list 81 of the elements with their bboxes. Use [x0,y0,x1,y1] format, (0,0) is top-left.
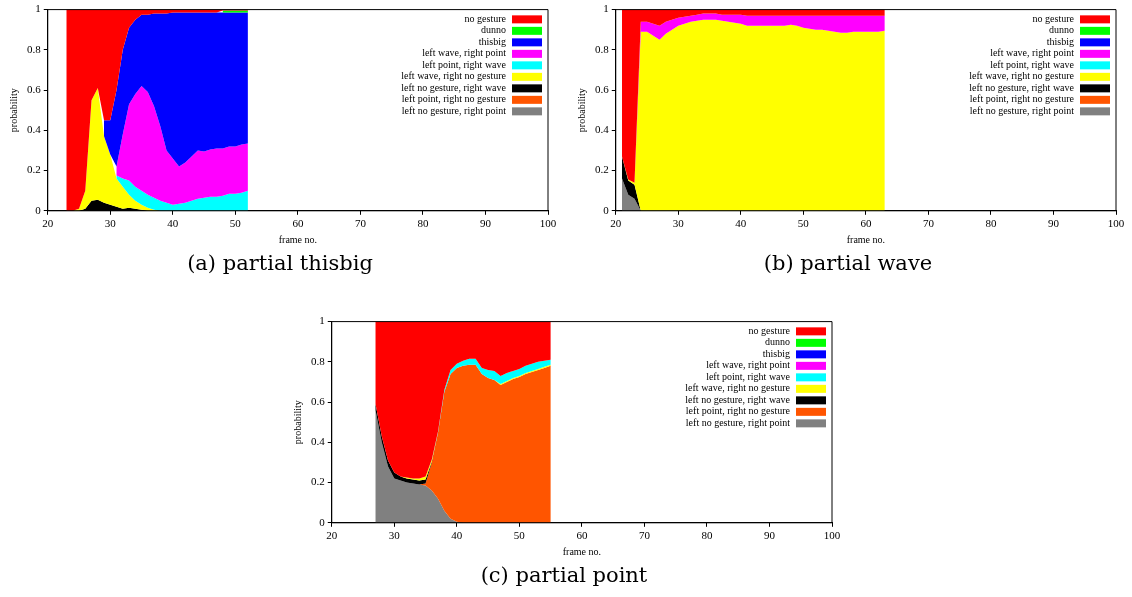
legend-label: left no gesture, right point [401,104,507,116]
legend-label: left wave, right point [422,47,507,59]
x-axis-title: frame no. [846,233,886,245]
x-axis-title: frame no. [278,233,318,245]
legend-label: left wave, right point [706,359,791,371]
legend-label: no gesture [1032,12,1075,24]
y-tick-label: 0.2 [27,163,41,176]
y-tick-label: 0.8 [27,42,42,55]
legend-label: left no gesture, right wave [685,393,791,405]
y-tick-label: 0.6 [27,82,42,95]
x-tick-label: 20 [326,529,338,542]
legend-label: dunno [481,24,506,36]
legend-label: left wave, right no gesture [969,70,1075,82]
y-axis-title: probability [7,88,19,133]
text: (c) partial point [479,562,649,588]
x-tick-label: 80 [417,217,429,230]
x-tick-label: 80 [701,529,713,542]
legend-label: left wave, right point [990,47,1075,59]
x-tick-label: 20 [42,217,54,230]
y-axis-title: probability [291,400,303,445]
y-tick-label: 1 [603,2,609,15]
x-tick-label: 70 [354,217,367,230]
legend-label: left point, right wave [422,58,507,70]
legend-label: thisbig [762,347,790,359]
x-tick-label: 50 [229,217,242,230]
legend-label: left no gesture, right wave [401,81,507,93]
x-tick-label: 40 [167,217,179,230]
x-tick-label: 90 [763,529,776,542]
y-tick-label: 0.6 [595,82,610,95]
x-tick-label: 20 [610,217,622,230]
x-tick-label: 40 [451,529,463,542]
x-tick-label: 30 [672,217,685,230]
x-tick-label: 100 [539,217,557,230]
legend-label: thisbig [478,35,506,47]
legend-label: no gesture [464,12,507,24]
y-tick-label: 1 [35,2,41,15]
legend-label: left point, right no gesture [401,93,507,105]
legend-label: left point, right no gesture [969,93,1075,105]
legend-label: left point, right wave [990,58,1075,70]
text: (b) partial wave [762,250,934,276]
x-tick-label: 30 [104,217,117,230]
y-tick-label: 0.4 [27,123,42,136]
legend-label: left no gesture, right wave [969,81,1075,93]
y-tick-label: 0.8 [311,354,326,367]
y-axis-title: probability [575,88,587,133]
y-tick-label: 0.6 [311,394,326,407]
x-tick-label: 40 [735,217,747,230]
y-tick-label: 0.8 [595,42,610,55]
y-tick-label: 1 [319,314,325,327]
legend-label: no gesture [748,324,791,336]
x-tick-label: 80 [985,217,997,230]
x-axis-title: frame no. [562,545,602,557]
legend-label: thisbig [1046,35,1074,47]
y-tick-label: 0.4 [595,123,610,136]
x-tick-label: 100 [1107,217,1125,230]
x-tick-label: 90 [479,217,492,230]
legend-label: dunno [765,336,790,348]
y-tick-label: 0 [35,203,42,216]
legend-label: left point, right no gesture [685,405,791,417]
x-tick-label: 70 [922,217,935,230]
legend-label: left wave, right no gesture [401,70,507,82]
x-tick-label: 60 [860,217,872,230]
y-tick-label: 0 [603,203,610,216]
legend-label: left wave, right no gesture [685,382,791,394]
x-tick-label: 50 [797,217,810,230]
x-tick-label: 60 [292,217,304,230]
legend-label: left no gesture, right point [685,416,791,428]
x-tick-label: 90 [1047,217,1060,230]
y-tick-label: 0 [319,515,326,528]
x-tick-label: 70 [638,529,651,542]
y-tick-label: 0.2 [311,475,325,488]
x-tick-label: 50 [513,529,526,542]
x-tick-label: 30 [388,529,401,542]
y-tick-label: 0.2 [595,163,609,176]
legend-label: dunno [1049,24,1074,36]
legend-label: left point, right wave [706,370,791,382]
legend-label: left no gesture, right point [969,104,1075,116]
x-tick-label: 60 [576,529,588,542]
x-tick-label: 100 [823,529,841,542]
y-tick-label: 0.4 [311,435,326,448]
text: (a) partial thisbig [186,250,374,276]
